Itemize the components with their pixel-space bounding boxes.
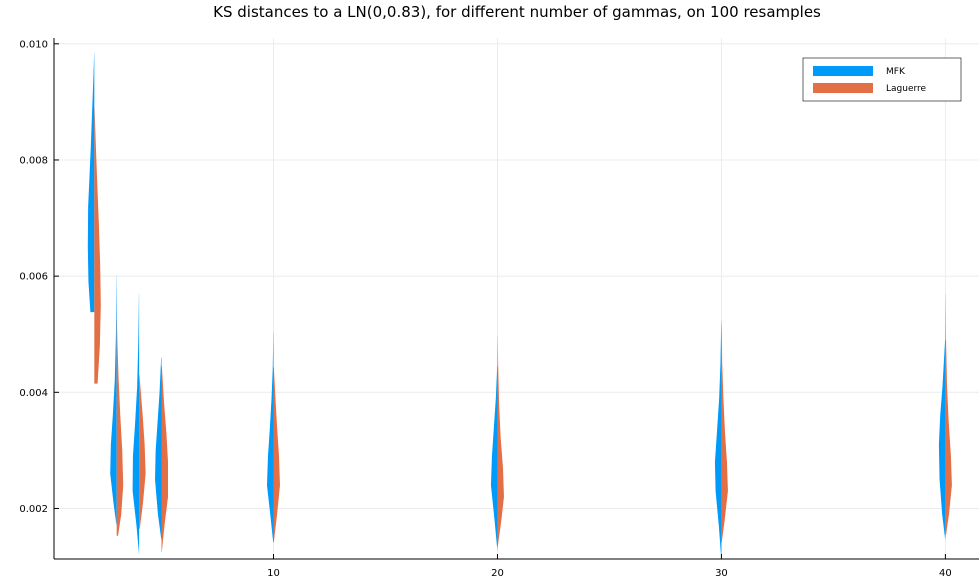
violin-laguerre-x30	[721, 322, 728, 543]
violin-laguerre-x40	[945, 293, 952, 535]
y-tick-label: 0.002	[19, 504, 48, 515]
legend-label-laguerre: Laguerre	[886, 84, 927, 94]
violin-mfk-x20	[490, 366, 498, 551]
tick-labels: 10 20 30 40 0.002 0.004 0.006 0.008 0.010	[19, 39, 951, 579]
violin-laguerre-x10	[273, 367, 280, 543]
x-tick-label: 10	[267, 568, 280, 579]
legend: MFK Laguerre	[802, 57, 962, 102]
chart-title: KS distances to a LN(0,0.83), for differ…	[213, 3, 821, 21]
axes	[53, 38, 979, 560]
violin-laguerre-x3	[116, 319, 124, 536]
y-tick-label: 0.006	[19, 272, 48, 283]
violin-mfk-x4	[132, 293, 140, 554]
violin-mfk-x30	[714, 319, 722, 560]
violin-mfk-x5	[155, 357, 162, 539]
violin-laguerre-x20	[497, 335, 504, 547]
legend-label-mfk: MFK	[886, 67, 906, 77]
x-tick-label: 20	[491, 568, 504, 579]
violin-laguerre-x4	[139, 374, 146, 529]
y-tick-label: 0.004	[19, 388, 48, 399]
violin-mfk-x2	[87, 52, 95, 313]
x-tick-label: 40	[939, 568, 952, 579]
violin-mfk-x40	[938, 340, 946, 539]
violin-mfk-x3	[110, 274, 117, 525]
y-tick-label: 0.008	[19, 155, 48, 166]
violins	[87, 52, 952, 560]
legend-box	[802, 57, 962, 102]
violin-laguerre-x5	[161, 366, 169, 553]
x-tick-label: 30	[715, 568, 728, 579]
violin-laguerre-x2	[94, 107, 101, 384]
y-tick-label: 0.010	[19, 39, 48, 50]
legend-swatch-laguerre	[813, 83, 873, 93]
grid-lines	[54, 38, 979, 559]
violin-mfk-x10	[266, 331, 274, 543]
legend-swatch-mfk	[813, 66, 873, 76]
